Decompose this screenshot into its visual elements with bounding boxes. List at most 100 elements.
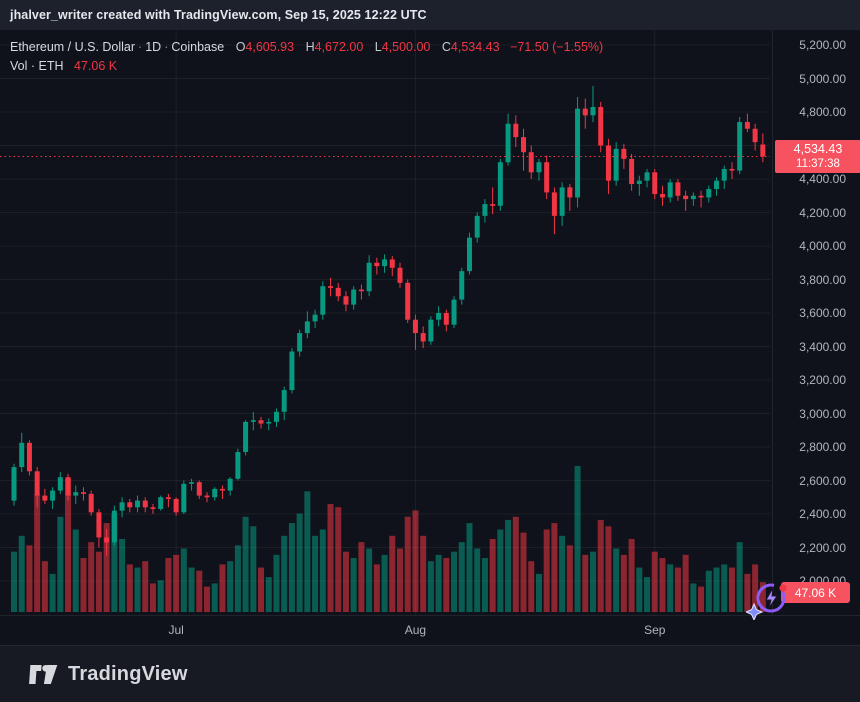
volume-bar bbox=[281, 535, 288, 612]
price-axis-label: 4,400.00 bbox=[799, 172, 846, 186]
candle-body bbox=[65, 477, 71, 496]
volume-bar bbox=[559, 535, 566, 612]
volume-bar bbox=[350, 558, 357, 612]
volume-bar bbox=[219, 564, 226, 612]
volume-bar bbox=[134, 567, 141, 612]
candle-body bbox=[582, 108, 588, 116]
candle-body bbox=[683, 195, 689, 200]
volume-bar bbox=[543, 529, 550, 612]
volume-bar bbox=[435, 554, 442, 612]
candle-body bbox=[358, 289, 364, 292]
price-axis-label: 4,000.00 bbox=[799, 239, 846, 253]
volume-bar bbox=[690, 583, 697, 612]
volume-bar bbox=[705, 570, 712, 612]
volume-bar bbox=[342, 551, 349, 612]
volume-bar bbox=[335, 507, 342, 612]
candle-body bbox=[189, 482, 195, 484]
volume-bar bbox=[736, 542, 743, 612]
candle-body bbox=[366, 262, 372, 292]
volume-bar bbox=[296, 513, 303, 612]
tradingview-logo[interactable]: TradingView bbox=[28, 662, 188, 687]
candle-body bbox=[412, 319, 418, 334]
low-value: 4,500.00 bbox=[381, 40, 431, 54]
candle-body bbox=[374, 262, 380, 267]
volume-bar bbox=[327, 504, 334, 612]
volume-bar bbox=[728, 567, 735, 612]
volume-bar bbox=[196, 570, 203, 612]
volume-bar bbox=[111, 513, 118, 612]
volume-bar bbox=[721, 564, 728, 612]
candle-body bbox=[389, 259, 395, 268]
volume-bar bbox=[366, 548, 373, 612]
candle-body bbox=[744, 122, 750, 129]
candle-body bbox=[281, 390, 287, 412]
volume-bar bbox=[481, 558, 488, 612]
open-letter: O bbox=[235, 40, 246, 54]
volume-bar bbox=[466, 523, 473, 612]
volume-bar bbox=[497, 529, 504, 612]
last-price-value: 4,534.43 bbox=[793, 142, 843, 157]
candle-body bbox=[312, 314, 318, 322]
candle-body bbox=[605, 145, 611, 181]
candle-body bbox=[459, 271, 465, 300]
last-price-flag: 4,534.43 11:37:38 bbox=[775, 140, 860, 174]
candle-body bbox=[544, 162, 550, 193]
candle-body bbox=[297, 333, 303, 352]
candle-body bbox=[466, 237, 472, 272]
candle-body bbox=[721, 168, 727, 181]
candle-body bbox=[273, 411, 279, 422]
volume-bar bbox=[651, 551, 658, 612]
volume-bar bbox=[250, 526, 257, 612]
volume-bar bbox=[57, 516, 64, 612]
candle-body bbox=[490, 204, 496, 206]
candle-body bbox=[613, 148, 619, 181]
candle-body bbox=[135, 500, 141, 508]
volume-bar bbox=[18, 535, 25, 612]
volume-bar bbox=[597, 519, 604, 612]
candle-body bbox=[19, 442, 25, 468]
candle-body bbox=[320, 286, 326, 315]
candlestick-volume-chart[interactable] bbox=[0, 30, 860, 645]
candle-body bbox=[521, 137, 527, 153]
volume-bar bbox=[188, 567, 195, 612]
candle-body bbox=[551, 192, 557, 216]
price-axis-label: 2,200.00 bbox=[799, 540, 846, 555]
price-axis[interactable]: 4,534.43 11:37:38 47.06 K 5,200.00 5,000.… bbox=[772, 30, 860, 615]
tradingview-logo-text: TradingView bbox=[68, 662, 188, 685]
price-axis-label: 3,600.00 bbox=[799, 306, 846, 320]
candle-body bbox=[212, 488, 218, 498]
volume-bar bbox=[119, 538, 126, 612]
candle-body bbox=[659, 194, 665, 198]
volume-bar bbox=[744, 573, 751, 612]
candle-body bbox=[250, 420, 256, 422]
candle-body bbox=[165, 497, 171, 499]
volume-bar bbox=[373, 564, 380, 612]
chart-pane[interactable]: Ethereum / U.S. Dollar · 1D · Coinbase O4,60… bbox=[0, 30, 860, 645]
change-value: −71.50 (−1.55%) bbox=[510, 40, 604, 54]
price-axis-label: 5,200.00 bbox=[799, 38, 846, 52]
volume-bar bbox=[613, 548, 620, 612]
volume-bar bbox=[273, 554, 280, 612]
candle-body bbox=[420, 333, 426, 342]
volume-bar bbox=[211, 583, 218, 612]
footer-bar: TradingView bbox=[0, 645, 860, 702]
candle-body bbox=[57, 477, 63, 491]
volume-bar bbox=[80, 558, 87, 612]
volume-bar bbox=[265, 577, 272, 612]
price-axis-label: 4,200.00 bbox=[799, 205, 846, 220]
volume-bar bbox=[204, 586, 210, 612]
volume-bar bbox=[149, 583, 156, 612]
volume-bar bbox=[682, 554, 689, 612]
candle-body bbox=[258, 420, 264, 424]
volume-bar bbox=[644, 577, 651, 612]
volume-bar bbox=[489, 538, 496, 612]
boost-flash-icon[interactable] bbox=[744, 578, 792, 622]
volume-bar bbox=[142, 561, 149, 612]
volume-bar bbox=[358, 542, 365, 612]
time-axis[interactable]: Jul Aug Sep bbox=[0, 615, 860, 645]
chart-legend: Ethereum / U.S. Dollar · 1D · Coinbase O4,60… bbox=[10, 38, 603, 76]
candle-body bbox=[150, 507, 156, 509]
volume-bar bbox=[312, 535, 319, 612]
volume-bar bbox=[34, 494, 41, 612]
candle-body bbox=[621, 148, 627, 159]
